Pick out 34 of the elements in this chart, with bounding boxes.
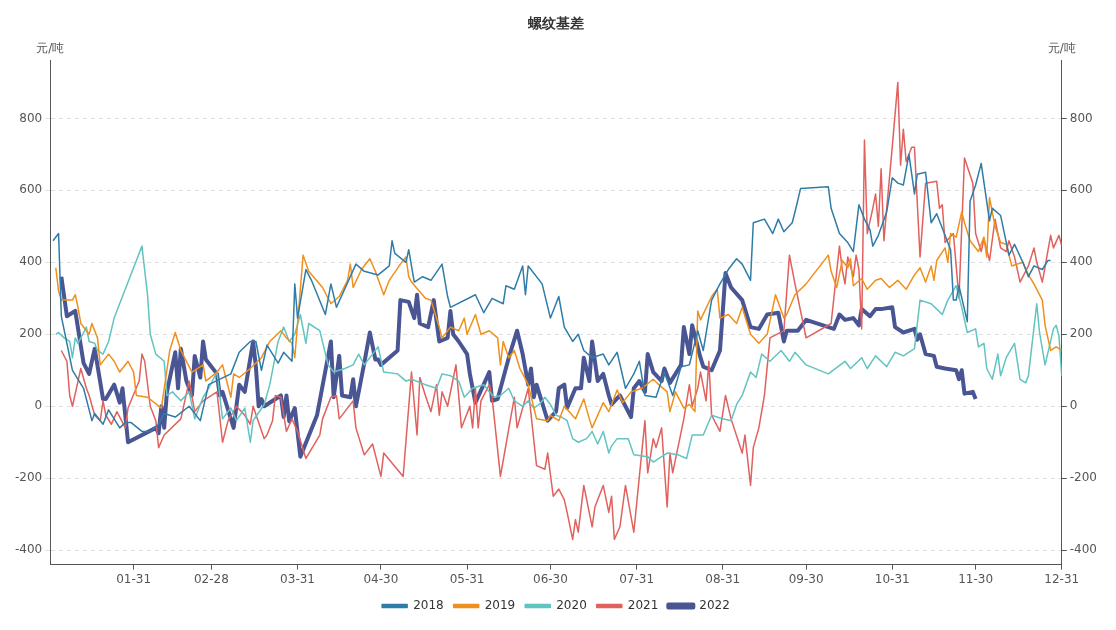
x-tick-label: 09-30 <box>788 571 824 586</box>
x-tick-label: 06-30 <box>533 571 568 586</box>
legend-label: 2022 <box>699 598 730 613</box>
y2-tick-label: 600 <box>1069 182 1093 197</box>
legend-label: 2019 <box>484 598 516 613</box>
y2-axis-title: 元/吨 <box>1047 40 1076 55</box>
x-tick-label: 12-31 <box>1044 571 1080 586</box>
y-tick-label: 600 <box>19 182 43 197</box>
x-tick-label: 03-31 <box>280 571 315 586</box>
y2-tick-label: 0 <box>1069 398 1078 413</box>
x-tick-label: 01-31 <box>116 571 152 586</box>
y-tick-label: 0 <box>34 398 43 413</box>
y2-tick-label: 800 <box>1069 110 1093 125</box>
x-tick-label: 04-30 <box>363 571 399 586</box>
y2-tick-label: 200 <box>1069 326 1093 341</box>
y2-tick-label: 400 <box>1069 254 1093 269</box>
y-axis-title: 元/吨 <box>36 40 65 55</box>
y-tick-label: 200 <box>19 326 43 341</box>
x-tick-label: 07-31 <box>619 571 655 586</box>
y-tick-label: -400 <box>15 542 43 557</box>
legend-label: 2020 <box>556 598 587 613</box>
x-tick-label: 11-30 <box>958 571 994 586</box>
legend-label: 2018 <box>413 598 444 613</box>
chart-title: 螺纹基差 <box>527 15 584 32</box>
x-tick-label: 05-31 <box>449 571 485 586</box>
y-tick-label: 800 <box>19 110 43 125</box>
y-tick-label: 400 <box>19 254 43 269</box>
x-tick-label: 10-31 <box>874 571 910 586</box>
x-tick-label: 08-31 <box>705 571 741 586</box>
y-tick-label: -200 <box>15 470 43 485</box>
y2-tick-label: -400 <box>1069 542 1097 557</box>
y2-tick-label: -200 <box>1069 470 1097 485</box>
legend-label: 2021 <box>627 598 659 613</box>
x-tick-label: 02-28 <box>193 571 229 586</box>
